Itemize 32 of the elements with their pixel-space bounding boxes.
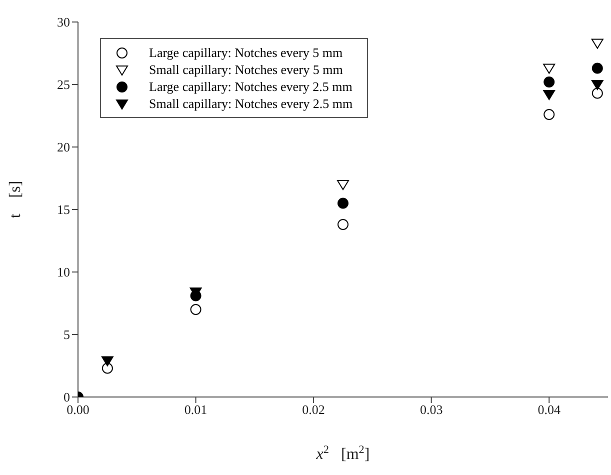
y-tick-label: 15 bbox=[57, 202, 70, 218]
point bbox=[102, 362, 113, 374]
x-tick-label: 0.01 bbox=[184, 402, 208, 418]
point bbox=[592, 88, 603, 99]
y-tick-label: 5 bbox=[64, 327, 70, 342]
y-tick-label: 10 bbox=[57, 264, 70, 280]
point bbox=[190, 304, 202, 315]
point bbox=[101, 356, 114, 366]
point bbox=[591, 80, 604, 90]
x-tick-label: 0.03 bbox=[420, 402, 443, 418]
y-tick-label: 25 bbox=[57, 77, 70, 92]
x-tick-label: 0.00 bbox=[66, 402, 90, 418]
legend-label: Large capillary: Notches every 2.5 mm bbox=[149, 78, 352, 94]
point bbox=[592, 62, 603, 74]
y-tick-label: 0 bbox=[64, 390, 70, 405]
point bbox=[544, 76, 555, 88]
x-tick-label: 0.02 bbox=[302, 402, 325, 418]
legend-label: Small capillary: Notches every 2.5 mm bbox=[149, 96, 353, 112]
point bbox=[338, 198, 348, 209]
y-tick-label: 20 bbox=[57, 140, 70, 155]
point bbox=[338, 219, 348, 230]
x-tick-label: 0.04 bbox=[538, 402, 561, 418]
y-tick-label: 30 bbox=[57, 14, 70, 30]
point bbox=[543, 90, 556, 100]
point bbox=[337, 180, 349, 190]
legend-label: Small capillary: Notches every 5 mm bbox=[149, 62, 343, 78]
x-axis-title: x$^{2}$ [m$^{2}$] bbox=[315, 444, 370, 463]
point bbox=[544, 109, 555, 120]
legend-label: Large capillary: Notches every 5 mm bbox=[149, 44, 343, 60]
point bbox=[543, 64, 556, 74]
point bbox=[591, 38, 604, 49]
y-axis-title: t [s] bbox=[7, 180, 24, 218]
